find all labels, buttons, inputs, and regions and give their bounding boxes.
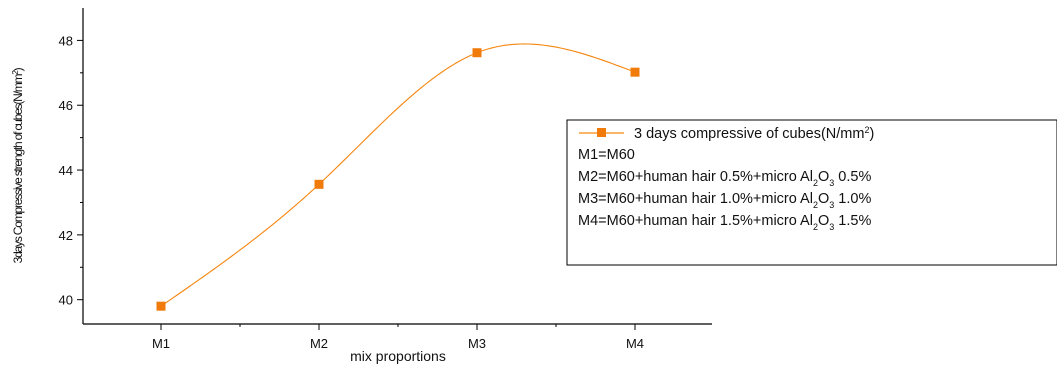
legend-note-m2-main: M2=M60+human hair 0.5%+micro Al: [578, 169, 813, 185]
y-tick-label: 44: [59, 163, 73, 178]
series-line: [160, 43, 636, 307]
legend-note-m4-main: M4=M60+human hair 1.5%+micro Al: [578, 213, 813, 229]
legend-note-m1: M1=M60: [578, 147, 635, 163]
legend-series-marker: [597, 128, 606, 137]
series-point: [314, 179, 324, 189]
legend-note-m2: M2=M60+human hair 0.5%+micro Al2O3 0.5%: [578, 169, 871, 188]
legend-note-m2-mid: O: [818, 169, 829, 185]
y-axis-label-end: ): [11, 67, 25, 71]
legend-series-label-end: ): [869, 126, 874, 142]
legend-note-m3-mid: O: [818, 191, 829, 207]
y-axis-label: 3days Compressive strength of cubes(N/mm…: [11, 67, 26, 263]
legend-note-m2-end: 0.5%: [834, 169, 871, 185]
legend-note-m4-mid: O: [818, 213, 829, 229]
y-tick-label: 48: [59, 33, 73, 48]
legend-note-m4: M4=M60+human hair 1.5%+micro Al2O3 1.5%: [578, 213, 871, 232]
legend-note-m3-main: M3=M60+human hair 1.0%+micro Al: [578, 191, 813, 207]
legend-note-m3-sub2: 3: [829, 200, 834, 210]
legend-note-m4-sub1: 2: [813, 222, 818, 232]
y-tick-label: 42: [59, 228, 73, 243]
x-tick-label: M1: [152, 336, 170, 351]
legend-note-m4-sub2: 3: [829, 222, 834, 232]
series-markers: [156, 48, 640, 311]
y-tick-label: 46: [59, 98, 73, 113]
legend-note-m3-sub1: 2: [813, 200, 818, 210]
y-axis-label-sup: 2: [11, 70, 20, 75]
legend-series-label-sup: 2: [864, 125, 869, 135]
x-tick-label: M4: [626, 336, 644, 351]
legend-note-m1-text: M1=M60: [578, 147, 635, 163]
legend-note-m3: M3=M60+human hair 1.0%+micro Al2O3 1.0%: [578, 191, 871, 210]
legend-series-label-main: 3 days compressive of cubes(N/mm: [634, 126, 864, 142]
y-axis-label-main: 3days Compressive strength of cubes(N/mm: [11, 73, 25, 263]
x-axis-label: mix proportions: [350, 348, 446, 364]
legend-note-m4-end: 1.5%: [834, 213, 871, 229]
series-point: [472, 48, 482, 58]
x-ticks: M1 M2 M3 M4: [152, 324, 644, 351]
x-tick-label: M3: [468, 336, 486, 351]
series-point: [630, 67, 640, 77]
series-point: [156, 301, 166, 311]
legend-series-label: 3 days compressive of cubes(N/mm2): [634, 125, 874, 142]
legend-box: [566, 119, 1057, 266]
legend-note-m3-end: 1.0%: [834, 191, 871, 207]
legend: 3 days compressive of cubes(N/mm2) M1=M6…: [566, 119, 1057, 266]
y-tick-label: 40: [59, 293, 73, 308]
legend-note-m2-sub2: 3: [829, 178, 834, 188]
legend-note-m2-sub1: 2: [813, 178, 818, 188]
x-tick-label: M2: [310, 336, 328, 351]
y-ticks: 40 42 44 46 48: [59, 33, 83, 308]
